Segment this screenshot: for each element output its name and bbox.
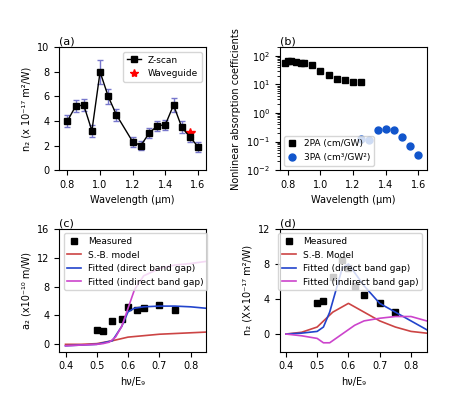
Y-axis label: n₂ (x 10⁻¹⁷ m²/W): n₂ (x 10⁻¹⁷ m²/W)	[22, 67, 32, 151]
Legend: Measured, S.-B. Model, Fitted (direct band gap), Fitted (indirect band gap): Measured, S.-B. Model, Fitted (direct ba…	[278, 233, 422, 290]
Text: (d): (d)	[280, 218, 295, 228]
Text: (a): (a)	[59, 37, 75, 47]
X-axis label: Wavelength (μm): Wavelength (μm)	[311, 195, 395, 205]
Legend: Measured, S.-B. model, Fitted (direct band gap), Fitted (indirect band gap): Measured, S.-B. model, Fitted (direct ba…	[64, 233, 207, 290]
Text: (c): (c)	[59, 218, 74, 228]
X-axis label: hν/E₉: hν/E₉	[120, 377, 145, 387]
Y-axis label: a₂ (x10⁻¹⁰ m/W): a₂ (x10⁻¹⁰ m/W)	[22, 252, 32, 329]
Legend: 2PA (cm/GW), 3PA (cm³/GW²): 2PA (cm/GW), 3PA (cm³/GW²)	[284, 136, 374, 166]
Y-axis label: n₂ (X×10⁻¹⁷ m²/W): n₂ (X×10⁻¹⁷ m²/W)	[242, 245, 252, 335]
X-axis label: hν/E₉: hν/E₉	[341, 377, 365, 387]
Legend: Z-scan, Waveguide: Z-scan, Waveguide	[123, 52, 201, 82]
Text: (b): (b)	[280, 37, 295, 47]
Y-axis label: Nonlinear absorption coefficients: Nonlinear absorption coefficients	[230, 28, 240, 190]
X-axis label: Wavelength (μm): Wavelength (μm)	[91, 195, 175, 205]
